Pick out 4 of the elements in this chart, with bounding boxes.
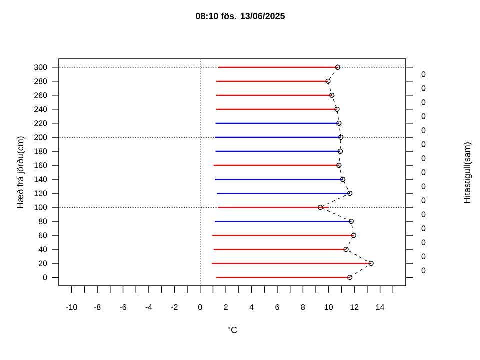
x-axis-title: °C: [228, 326, 238, 334]
y-axis-title: Hæð frá jörðu(cm): [16, 136, 26, 208]
text: Hitastigull(sam): [464, 142, 472, 204]
chart-title: 08:10 fös. 13/06/2025: [196, 12, 286, 20]
